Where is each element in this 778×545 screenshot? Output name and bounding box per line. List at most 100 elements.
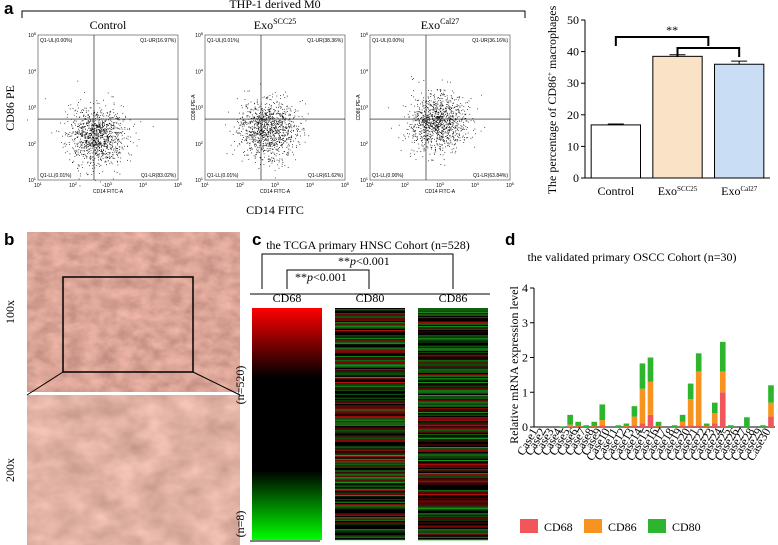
dot xyxy=(120,152,121,154)
dot xyxy=(448,113,450,115)
dot xyxy=(287,167,289,168)
dot xyxy=(74,155,76,157)
dot xyxy=(71,135,73,137)
dot xyxy=(429,144,431,146)
dot xyxy=(123,106,124,108)
dot xyxy=(283,132,285,134)
dot xyxy=(76,131,78,133)
dot xyxy=(120,127,122,129)
bar-segment xyxy=(687,383,694,400)
heat-stripe xyxy=(335,366,405,368)
dot xyxy=(413,135,415,137)
dot xyxy=(85,112,87,113)
bar-segment xyxy=(631,406,638,417)
dot xyxy=(245,133,247,134)
dot xyxy=(441,124,442,126)
dot xyxy=(441,120,442,121)
dot xyxy=(423,129,424,130)
dot xyxy=(442,109,443,111)
heat-stripe xyxy=(335,363,405,365)
tick-exp: 5 xyxy=(34,31,37,36)
dot xyxy=(288,143,289,145)
tick-exp: 4 xyxy=(145,181,148,186)
dot xyxy=(88,141,90,143)
dot xyxy=(65,152,66,154)
dot xyxy=(102,158,104,159)
dot xyxy=(264,114,266,116)
dot xyxy=(420,138,422,139)
dot xyxy=(117,139,118,141)
dot xyxy=(96,143,98,145)
dot xyxy=(276,153,278,154)
dot xyxy=(80,138,81,140)
dot xyxy=(98,143,99,144)
dot xyxy=(270,127,272,129)
heat-column xyxy=(252,308,322,540)
dot xyxy=(259,130,261,131)
dot xyxy=(446,140,447,142)
dot xyxy=(440,146,441,147)
dot xyxy=(446,127,447,128)
dot xyxy=(97,127,98,128)
dot xyxy=(438,116,439,117)
dot xyxy=(303,129,305,131)
dot xyxy=(437,134,439,135)
heat-stripe xyxy=(335,384,405,386)
dot xyxy=(109,156,111,158)
dot xyxy=(107,128,109,130)
dot xyxy=(417,119,419,121)
dot xyxy=(96,155,98,156)
dot xyxy=(263,145,265,147)
chart-title: the validated primary OSCC Cohort (n=30) xyxy=(527,250,736,264)
dot xyxy=(442,124,443,125)
dot xyxy=(255,162,256,163)
dot xyxy=(435,149,436,151)
dot xyxy=(428,109,430,111)
dot xyxy=(434,102,435,103)
dot xyxy=(264,138,266,140)
dot xyxy=(99,131,100,133)
dot xyxy=(484,127,486,128)
dot xyxy=(429,119,431,121)
dot xyxy=(281,143,283,145)
dot xyxy=(101,127,103,129)
dot xyxy=(436,117,438,119)
heat-stripe xyxy=(418,375,488,377)
dot xyxy=(281,147,283,148)
dot xyxy=(418,121,420,122)
dot xyxy=(294,115,296,117)
dot xyxy=(427,135,429,137)
dot xyxy=(107,112,108,114)
dot xyxy=(263,96,265,98)
dot xyxy=(118,117,120,118)
dot xyxy=(67,121,69,122)
dot xyxy=(112,152,114,153)
dot xyxy=(285,91,286,93)
dot xyxy=(86,140,87,142)
dot xyxy=(90,159,91,161)
dot xyxy=(97,155,99,157)
tick-base: 10 xyxy=(28,142,34,148)
y-tick-label: 1 xyxy=(522,385,528,399)
dot xyxy=(85,154,86,156)
dot-cloud xyxy=(27,80,154,187)
dot xyxy=(285,126,287,127)
heat-stripe xyxy=(418,360,488,361)
dot xyxy=(263,151,264,153)
heat-stripe xyxy=(335,397,405,399)
dot xyxy=(271,129,273,131)
dot xyxy=(429,93,431,95)
heat-stripe xyxy=(335,347,405,348)
dot xyxy=(456,96,458,98)
heat-stripe xyxy=(335,432,405,434)
dot xyxy=(254,138,256,140)
dot xyxy=(273,134,274,136)
heat-stripe xyxy=(418,464,488,465)
dot xyxy=(432,119,434,120)
heat-stripe xyxy=(418,314,488,316)
dot xyxy=(403,134,405,136)
dot xyxy=(438,136,440,138)
comparison-bracket xyxy=(261,253,454,289)
dot xyxy=(275,137,276,139)
dot xyxy=(255,156,256,158)
